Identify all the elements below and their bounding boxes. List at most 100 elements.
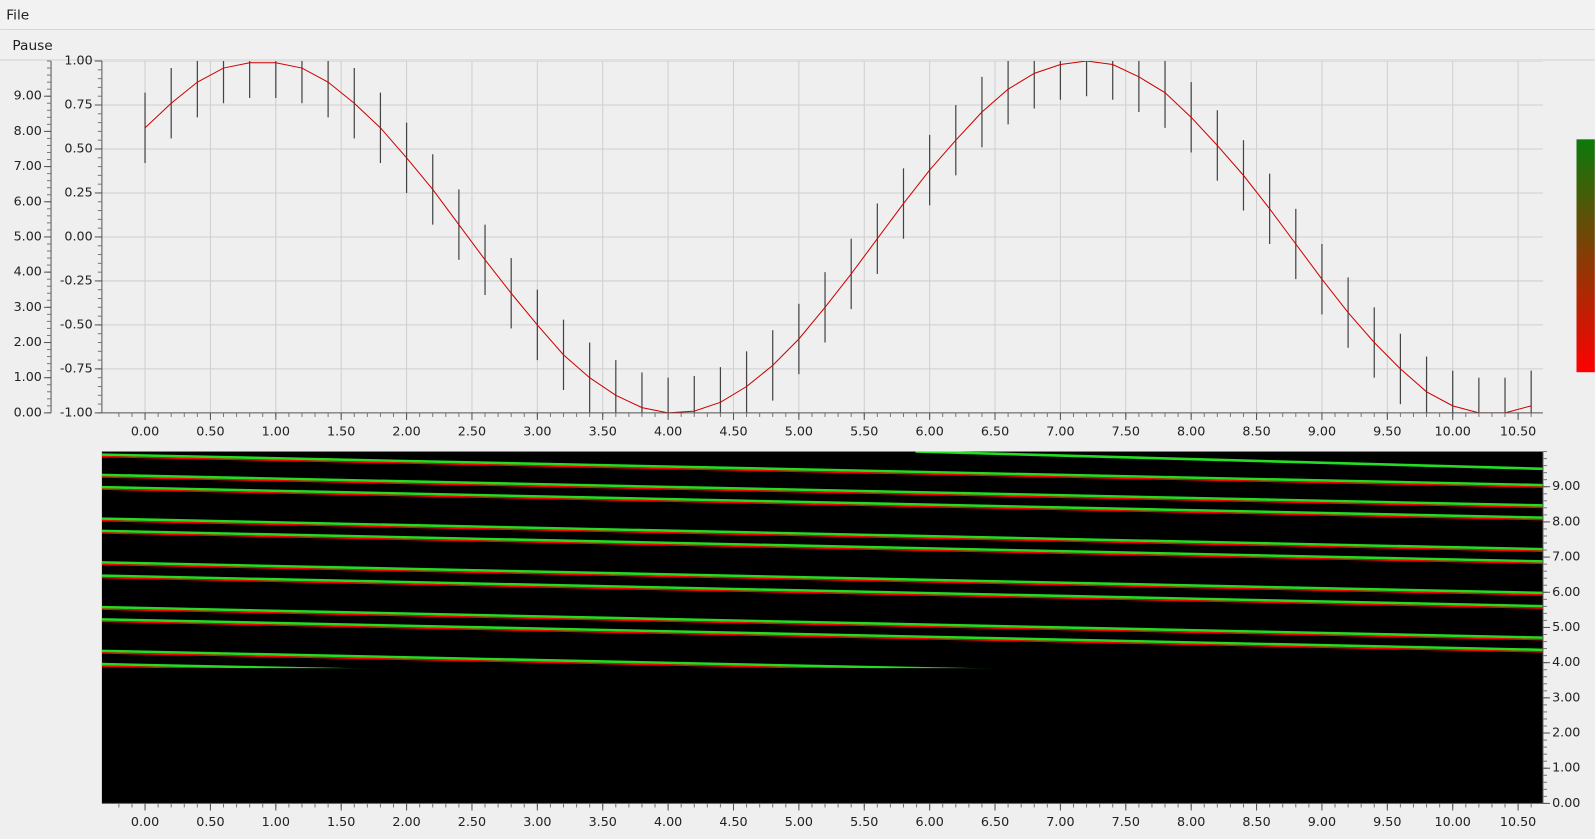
y-tick-label: 0.50 (64, 140, 92, 155)
x-tick-label: 1.00 (262, 424, 290, 439)
x-tick-label: 5.00 (785, 814, 813, 829)
y-tick-label: 2.00 (14, 334, 42, 349)
x-tick-label: 4.50 (719, 814, 747, 829)
x-tick-label: 3.50 (589, 814, 617, 829)
x-tick-label: 7.50 (1112, 424, 1140, 439)
x-tick-label: 2.50 (458, 424, 486, 439)
y-tick-label: 1.00 (14, 369, 42, 384)
stripe (101, 620, 1543, 653)
x-tick-label: 5.50 (850, 424, 878, 439)
x-tick-label: 9.00 (1308, 424, 1336, 439)
x-tick-label: 4.50 (719, 424, 747, 439)
y-tick-label: 9.00 (14, 88, 42, 103)
y-tick-label: 7.00 (14, 158, 42, 173)
x-tick-label: 8.00 (1177, 424, 1205, 439)
x-tick-label: 0.00 (131, 424, 159, 439)
x-tick-label: 4.00 (654, 424, 682, 439)
y-tick-label: 0.75 (64, 97, 92, 112)
y-tick-label: -1.00 (60, 404, 93, 419)
stripe (101, 576, 1543, 609)
plot-area (101, 61, 1543, 413)
y-tick-label: 8.00 (1552, 513, 1580, 528)
y-tick-label: 1.00 (1552, 760, 1580, 775)
stripe (101, 476, 1543, 509)
stripe (101, 561, 1543, 595)
stripe (101, 605, 1543, 639)
x-tick-label: 9.50 (1373, 814, 1401, 829)
x-tick-label: 6.50 (981, 424, 1009, 439)
heatmap-image (101, 451, 1543, 669)
y-tick-label: 0.00 (14, 404, 42, 419)
y-tick-label: 2.00 (1552, 725, 1580, 740)
stripe (101, 473, 1543, 507)
y-tick-label: 4.00 (14, 264, 42, 279)
x-tick-label: 3.00 (523, 814, 551, 829)
x-tick-label: 6.00 (915, 814, 943, 829)
sine-line (144, 61, 1532, 413)
x-tick-label: 0.50 (196, 424, 224, 439)
y-tick-label: 3.00 (1552, 689, 1580, 704)
y-tick-label: 6.00 (14, 193, 42, 208)
x-tick-label: 3.00 (523, 424, 551, 439)
stripe (101, 519, 1543, 552)
x-tick-label: 5.50 (850, 814, 878, 829)
y-tick-label: 8.00 (14, 123, 42, 138)
x-tick-label: 2.50 (458, 814, 486, 829)
stripe (101, 455, 1543, 488)
stripe (101, 529, 1543, 563)
x-tick-label: 1.50 (327, 814, 355, 829)
y-tick-label: 4.00 (1552, 654, 1580, 669)
y-tick-label: 3.00 (14, 299, 42, 314)
x-tick-label: 10.50 (1500, 424, 1536, 439)
x-tick-label: 10.00 (1435, 424, 1471, 439)
y-tick-label: -0.75 (60, 360, 93, 375)
x-tick-label: 8.50 (1242, 814, 1270, 829)
y-tick-label: 0.25 (64, 184, 92, 199)
x-tick-label: 2.00 (392, 424, 420, 439)
stripe (101, 649, 979, 669)
x-tick-label: 10.50 (1500, 814, 1536, 829)
x-tick-label: 7.00 (1046, 814, 1074, 829)
stripe (101, 485, 1543, 519)
menu-file[interactable]: File (6, 7, 29, 23)
toolbar (0, 30, 1595, 61)
y-tick-label: 7.00 (1552, 549, 1580, 564)
stripe (101, 652, 859, 669)
y-tick-label: 5.00 (1552, 619, 1580, 634)
menu-bar (0, 0, 1595, 30)
x-tick-label: 7.00 (1046, 424, 1074, 439)
x-tick-label: 6.00 (915, 424, 943, 439)
x-tick-label: 6.50 (981, 814, 1009, 829)
color-bar (1576, 139, 1595, 373)
x-tick-label: 10.00 (1435, 814, 1471, 829)
stripe (101, 532, 1543, 565)
x-tick-label: 8.00 (1177, 814, 1205, 829)
x-tick-label: 0.50 (196, 814, 224, 829)
x-tick-label: 7.50 (1112, 814, 1140, 829)
x-tick-label: 3.50 (589, 424, 617, 439)
pause-button[interactable]: Pause (12, 38, 52, 54)
x-tick-label: 5.00 (785, 424, 813, 439)
stripe (101, 488, 1543, 521)
x-tick-label: 1.50 (327, 424, 355, 439)
y-tick-label: -0.25 (60, 272, 93, 287)
x-tick-label: 1.00 (262, 814, 290, 829)
stripe (101, 574, 1543, 608)
stripe (101, 453, 1543, 487)
y-tick-label: 1.00 (64, 53, 92, 68)
x-tick-label: 2.00 (392, 814, 420, 829)
x-tick-label: 0.00 (131, 814, 159, 829)
y-tick-label: 0.00 (1552, 795, 1580, 810)
x-tick-label: 9.00 (1308, 814, 1336, 829)
y-tick-label: 5.00 (14, 228, 42, 243)
stripe (101, 517, 1543, 551)
stripe (101, 618, 1543, 652)
x-tick-label: 4.00 (654, 814, 682, 829)
y-tick-label: 6.00 (1552, 584, 1580, 599)
y-tick-label: 0.00 (64, 228, 92, 243)
stripe (101, 608, 1543, 641)
y-tick-label: -0.50 (60, 316, 93, 331)
x-tick-label: 9.50 (1373, 424, 1401, 439)
heatmap-background (101, 451, 1543, 804)
